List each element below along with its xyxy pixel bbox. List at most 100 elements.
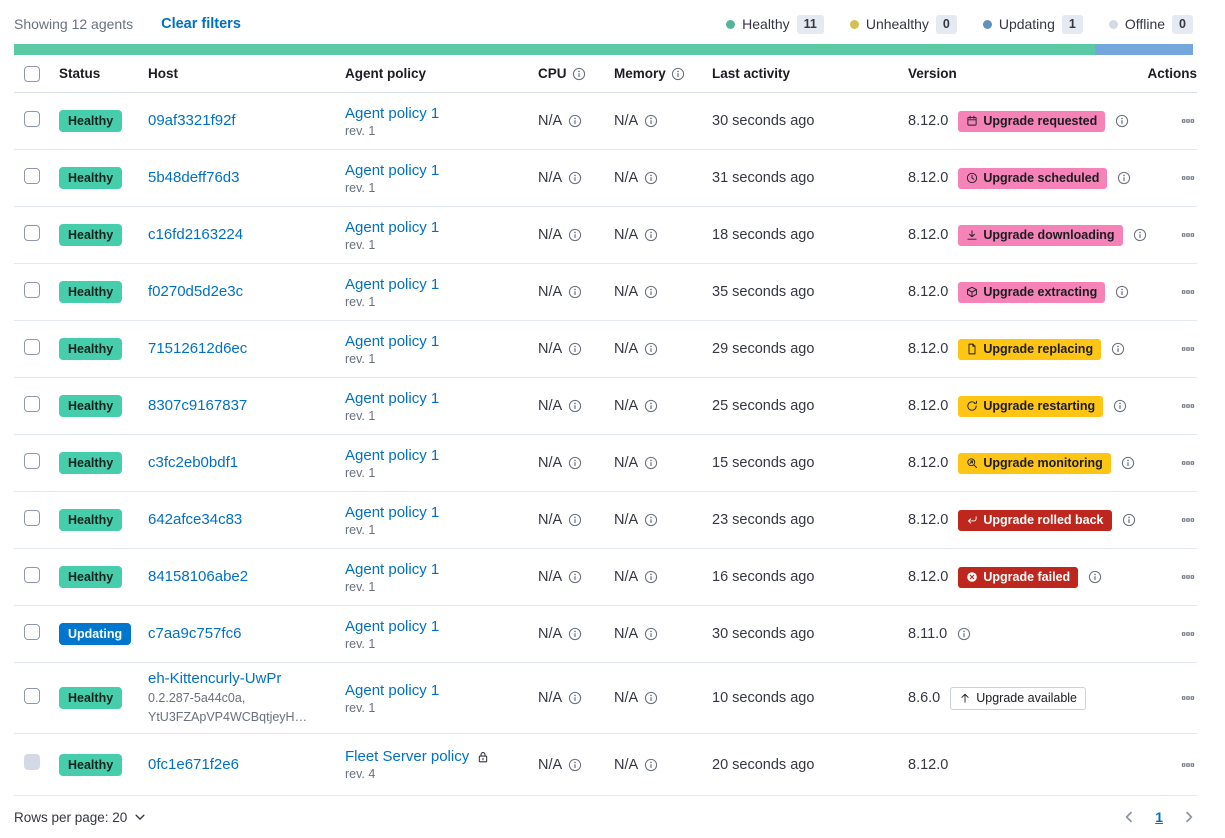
legend-item-unhealthy[interactable]: Unhealthy 0	[849, 14, 957, 34]
upgrade-status-label: Upgrade rolled back	[983, 513, 1104, 527]
info-icon[interactable]	[644, 228, 658, 242]
info-icon[interactable]	[568, 399, 582, 413]
info-icon[interactable]	[568, 114, 582, 128]
row-actions-button[interactable]	[1181, 399, 1195, 413]
agent-version: 8.11.0	[908, 626, 948, 642]
row-checkbox[interactable]	[24, 452, 40, 469]
host-link[interactable]: 5b48deff76d3	[148, 169, 240, 186]
row-actions-button[interactable]	[1181, 758, 1195, 772]
legend-item-updating[interactable]: Updating 1	[982, 14, 1083, 34]
agent-policy-link[interactable]: Agent policy 1	[345, 332, 440, 350]
info-icon[interactable]	[568, 513, 582, 527]
row-checkbox[interactable]	[24, 167, 40, 184]
host-link[interactable]: 8307c9167837	[148, 397, 248, 414]
info-icon[interactable]	[572, 67, 586, 81]
select-all-checkbox[interactable]	[24, 65, 40, 82]
agent-policy-link[interactable]: Agent policy 1	[345, 389, 440, 407]
legend-item-offline[interactable]: Offline 0	[1108, 14, 1193, 34]
host-link[interactable]: eh-Kittencurly-UwPr	[148, 670, 282, 687]
memory-value: N/A	[614, 690, 639, 706]
upgrade-status-label: Upgrade downloading	[983, 228, 1115, 242]
info-icon[interactable]	[1115, 285, 1129, 299]
row-actions-button[interactable]	[1181, 114, 1195, 128]
row-actions-button[interactable]	[1181, 285, 1195, 299]
agent-policy-link[interactable]: Agent policy 1	[345, 503, 440, 521]
info-icon[interactable]	[1121, 456, 1135, 470]
info-icon[interactable]	[1113, 399, 1127, 413]
info-icon[interactable]	[1133, 228, 1147, 242]
row-checkbox[interactable]	[24, 224, 40, 241]
info-icon[interactable]	[1115, 114, 1129, 128]
info-icon[interactable]	[568, 228, 582, 242]
page-number[interactable]: 1	[1155, 809, 1163, 825]
upgrade-status-badge: Upgrade failed	[958, 566, 1079, 588]
info-icon[interactable]	[957, 627, 971, 641]
host-link[interactable]: c7aa9c757fc6	[148, 625, 242, 642]
info-icon[interactable]	[644, 758, 658, 772]
host-link[interactable]: c16fd2163224	[148, 226, 244, 243]
row-checkbox[interactable]	[24, 509, 40, 526]
row-checkbox[interactable]	[24, 395, 40, 412]
info-icon[interactable]	[644, 342, 658, 356]
info-icon[interactable]	[644, 171, 658, 185]
row-actions-button[interactable]	[1181, 342, 1195, 356]
info-icon[interactable]	[644, 691, 658, 705]
agent-policy-link[interactable]: Fleet Server policy	[345, 748, 470, 765]
agent-policy-link[interactable]: Agent policy 1	[345, 104, 440, 122]
clear-filters-link[interactable]: Clear filters	[161, 16, 241, 32]
info-icon[interactable]	[1088, 570, 1102, 584]
row-checkbox[interactable]	[24, 687, 40, 704]
next-page-button[interactable]	[1181, 809, 1197, 825]
info-icon[interactable]	[644, 285, 658, 299]
row-actions-button[interactable]	[1181, 570, 1195, 584]
host-link[interactable]: 84158106abe2	[148, 568, 249, 585]
info-icon[interactable]	[644, 114, 658, 128]
info-icon[interactable]	[568, 691, 582, 705]
host-link[interactable]: f0270d5d2e3c	[148, 283, 244, 300]
row-actions-button[interactable]	[1181, 228, 1195, 242]
info-icon[interactable]	[644, 456, 658, 470]
agent-policy-link[interactable]: Agent policy 1	[345, 681, 440, 699]
row-checkbox[interactable]	[24, 623, 40, 640]
host-link[interactable]: 642afce34c83	[148, 511, 243, 528]
row-checkbox[interactable]	[24, 566, 40, 583]
info-icon[interactable]	[568, 456, 582, 470]
host-link[interactable]: c3fc2eb0bdf1	[148, 454, 239, 471]
row-checkbox[interactable]	[24, 110, 40, 127]
agent-policy-link[interactable]: Agent policy 1	[345, 446, 440, 464]
rows-per-page-control[interactable]: Rows per page: 20	[14, 810, 147, 825]
info-icon[interactable]	[568, 342, 582, 356]
info-icon[interactable]	[568, 285, 582, 299]
row-actions-button[interactable]	[1181, 691, 1195, 705]
agent-policy-link[interactable]: Agent policy 1	[345, 161, 440, 179]
info-icon[interactable]	[1117, 171, 1131, 185]
info-icon[interactable]	[568, 171, 582, 185]
info-icon[interactable]	[568, 570, 582, 584]
info-icon[interactable]	[644, 513, 658, 527]
upgrade-status-label: Upgrade restarting	[983, 399, 1096, 413]
agent-policy-link[interactable]: Agent policy 1	[345, 218, 440, 236]
agent-policy-link[interactable]: Agent policy 1	[345, 617, 440, 635]
info-icon[interactable]	[671, 67, 685, 81]
info-icon[interactable]	[568, 758, 582, 772]
host-link[interactable]: 09af3321f92f	[148, 112, 236, 129]
host-link[interactable]: 0fc1e671f2e6	[148, 755, 239, 773]
row-checkbox[interactable]	[24, 281, 40, 298]
info-icon[interactable]	[644, 570, 658, 584]
row-actions-button[interactable]	[1181, 513, 1195, 527]
agent-policy-link[interactable]: Agent policy 1	[345, 560, 440, 578]
legend-item-healthy[interactable]: Healthy 11	[726, 14, 824, 34]
info-icon[interactable]	[1122, 513, 1136, 527]
row-actions-button[interactable]	[1181, 456, 1195, 470]
info-icon[interactable]	[568, 627, 582, 641]
info-icon[interactable]	[1111, 342, 1125, 356]
info-icon[interactable]	[644, 399, 658, 413]
legend-dot	[726, 19, 736, 29]
info-icon[interactable]	[644, 627, 658, 641]
row-actions-button[interactable]	[1181, 627, 1195, 641]
previous-page-button[interactable]	[1121, 809, 1137, 825]
agent-policy-link[interactable]: Agent policy 1	[345, 275, 440, 293]
row-checkbox[interactable]	[24, 338, 40, 355]
row-actions-button[interactable]	[1181, 171, 1195, 185]
host-link[interactable]: 71512612d6ec	[148, 340, 248, 357]
